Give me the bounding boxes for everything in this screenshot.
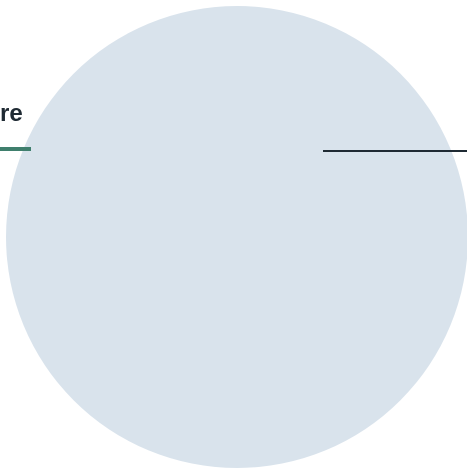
heading-accent-underline [0, 147, 31, 151]
entry-line[interactable] [323, 150, 467, 152]
partial-heading-label: re [0, 100, 23, 127]
background-circle [6, 6, 467, 468]
